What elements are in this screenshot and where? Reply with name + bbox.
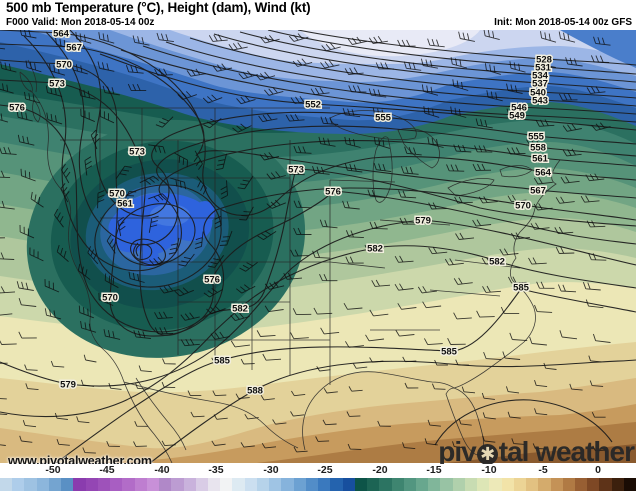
svg-text:585: 585 xyxy=(214,356,231,367)
svg-text:570: 570 xyxy=(109,189,125,200)
svg-text:573: 573 xyxy=(288,165,304,176)
svg-text:573: 573 xyxy=(129,147,145,158)
init-time-label: Init: Mon 2018-05-14 00z GFS xyxy=(494,17,632,28)
svg-text:564: 564 xyxy=(53,30,70,40)
svg-text:582: 582 xyxy=(232,304,248,315)
colorbar-ticks: -50 -45 -40 -35 -30 -25 -20 -15 -10 -5 0 xyxy=(0,464,636,478)
valid-time-label: F000 Valid: Mon 2018-05-14 00z xyxy=(6,17,155,28)
svg-text:570: 570 xyxy=(102,293,118,304)
svg-text:531: 531 xyxy=(535,63,552,74)
pivotalweather-logo: piv ✱ tal weather xyxy=(438,436,635,468)
logo-star-icon: ✱ xyxy=(476,444,498,465)
svg-text:543: 543 xyxy=(532,96,548,107)
svg-text:555: 555 xyxy=(528,132,545,143)
weather-map: 528 531 534 537 540 543 546 549 552 555 558 561 564 5… xyxy=(0,30,636,463)
svg-text:579: 579 xyxy=(415,216,431,227)
svg-text:555: 555 xyxy=(375,113,392,124)
height-contours xyxy=(0,30,636,463)
svg-text:588: 588 xyxy=(247,386,263,397)
geography-borders xyxy=(19,59,561,463)
svg-text:537: 537 xyxy=(532,79,548,90)
svg-text:585: 585 xyxy=(441,347,458,358)
svg-text:573: 573 xyxy=(49,79,65,90)
svg-text:582: 582 xyxy=(489,257,505,268)
map-title: 500 mb Temperature (°C), Height (dam), W… xyxy=(6,0,311,15)
svg-text:579: 579 xyxy=(60,380,76,391)
svg-text:561: 561 xyxy=(117,199,134,210)
svg-text:576: 576 xyxy=(325,187,341,198)
svg-text:570: 570 xyxy=(515,201,531,212)
svg-text:570: 570 xyxy=(56,60,72,71)
svg-text:534: 534 xyxy=(532,71,549,82)
svg-text:576: 576 xyxy=(9,103,25,114)
map-canvas: 5285315345375405435465495525555585615645… xyxy=(0,30,636,463)
wind-barbs xyxy=(0,30,611,454)
svg-text:546: 546 xyxy=(511,103,527,114)
svg-text:564: 564 xyxy=(535,168,552,179)
svg-text:567: 567 xyxy=(530,186,546,197)
svg-text:552: 552 xyxy=(305,100,321,111)
svg-text:576: 576 xyxy=(204,275,220,286)
svg-text:558: 558 xyxy=(530,143,546,154)
colorbar-segments xyxy=(0,478,636,491)
logo-text-right: tal weather xyxy=(498,436,635,467)
svg-text:540: 540 xyxy=(530,88,546,99)
contour-labels: 5285315345375405435465495525555585615645… xyxy=(8,30,554,398)
svg-text:585: 585 xyxy=(513,283,530,294)
svg-text:567: 567 xyxy=(66,43,82,54)
svg-text:561: 561 xyxy=(532,154,549,165)
svg-text:549: 549 xyxy=(509,111,525,122)
svg-text:582: 582 xyxy=(367,244,383,255)
svg-text:528: 528 xyxy=(536,55,552,66)
logo-text-left: piv xyxy=(438,436,476,467)
